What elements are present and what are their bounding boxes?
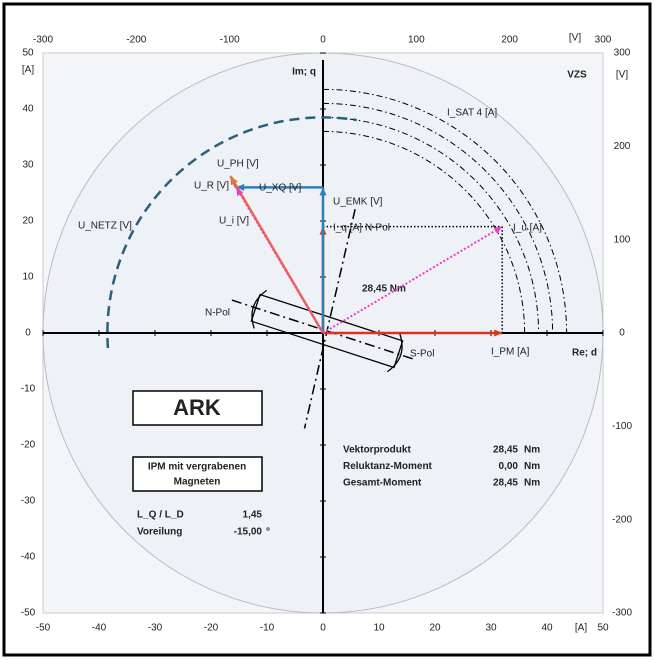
title-box [132, 390, 263, 426]
x-tick-label: -50 [36, 623, 51, 634]
x-tick-label: 50 [597, 623, 609, 634]
y-tick-label: 30 [22, 160, 34, 171]
x2-tick-label: 200 [501, 35, 518, 46]
x2-tick-label: 0 [320, 35, 326, 46]
param-name: L_Q / L_D [137, 510, 184, 521]
result-value: 28,45 [493, 445, 518, 456]
saturation-arc [322, 88, 568, 334]
y-unit: [A] [22, 65, 34, 76]
vector-label: I_PM [A] [491, 347, 530, 358]
panel-subtitle: Magneten [174, 477, 221, 488]
vector-label: U_R [V] [194, 181, 229, 192]
pole-n [251, 289, 267, 329]
y2-tick-label: 0 [619, 328, 625, 339]
result-unit: Nm [524, 461, 540, 472]
netz-label: U_NETZ [V] [78, 221, 132, 232]
torque-label: 28,45 Nm [362, 284, 406, 295]
y-tick-label: -20 [21, 440, 36, 451]
saturation-arc [322, 102, 554, 334]
x-tick-label: -30 [148, 623, 163, 634]
y-tick-label: -30 [21, 496, 36, 507]
x-tick-label: 0 [320, 623, 326, 634]
s-pole-label: S-Pol [410, 349, 434, 360]
x-tick-label: -10 [260, 623, 275, 634]
y-tick-label: 50 [22, 48, 34, 59]
saturation-label: I_SAT 4 [A] [447, 108, 497, 119]
rotor-q-axis [303, 209, 356, 429]
vector-label: U_PH [V] [217, 159, 259, 170]
y2-tick-label: -100 [612, 421, 632, 432]
x2-tick-label: -200 [126, 35, 146, 46]
y-tick-label: 10 [22, 272, 34, 283]
y2-unit: [V] [616, 70, 628, 81]
x-tick-label: -40 [92, 623, 107, 634]
y-tick-label: 40 [22, 104, 34, 115]
subtitle-box [132, 456, 263, 492]
netz-arc [106, 116, 357, 349]
result-unit: Nm [524, 445, 540, 456]
arrow-head [493, 226, 503, 234]
x-tick-label: 20 [429, 623, 441, 634]
y2-tick-label: -300 [612, 608, 632, 619]
x2-tick-label: -300 [33, 35, 53, 46]
arrow-head [236, 183, 245, 191]
x-tick-label: 40 [541, 623, 553, 634]
x-tick-label: 30 [485, 623, 497, 634]
y-tick-label: 0 [25, 328, 31, 339]
vector [235, 186, 324, 334]
x2-tick-label: 300 [595, 35, 612, 46]
result-name: Gesamt-Moment [343, 478, 422, 489]
vector-label: U_XQ [V] [259, 183, 301, 194]
arrow-head [319, 187, 327, 196]
result-value: 28,45 [493, 478, 518, 489]
param-value: -15,00 [234, 527, 263, 538]
y-axis-label: Im; q [292, 67, 316, 78]
y-tick-label: 20 [22, 216, 34, 227]
q-pole-label: N-Pol [365, 223, 390, 234]
x-unit: [A] [575, 623, 587, 634]
vector [229, 175, 325, 334]
param-name: Voreilung [137, 527, 182, 538]
y2-tick-label: 200 [614, 141, 631, 152]
x-tick-label: 10 [373, 623, 385, 634]
corner-label: VZS [567, 70, 587, 81]
pole-s [387, 333, 403, 373]
vector-label: I_q [A] [333, 223, 362, 234]
panel-title: ARK [173, 395, 221, 420]
vector-label: U_EMK [V] [333, 197, 383, 208]
x-axis-label: Re; d [572, 348, 597, 359]
vector [322, 225, 503, 334]
arrow-head [494, 329, 503, 337]
param-value: 1,45 [243, 510, 263, 521]
result-name: Vektorprodukt [343, 445, 411, 456]
n-pole-label: N-Pol [205, 308, 230, 319]
x2-tick-label: 100 [408, 35, 425, 46]
x2-tick-label: -100 [220, 35, 240, 46]
y2-tick-label: 100 [614, 234, 631, 245]
y-tick-label: -50 [21, 608, 36, 619]
vector-label: I_u [A] [513, 223, 542, 234]
y-tick-label: -40 [21, 552, 36, 563]
result-name: Reluktanz-Moment [343, 461, 433, 472]
y2-tick-label: -200 [612, 514, 632, 525]
result-value: 0,00 [499, 461, 519, 472]
y-tick-label: -10 [21, 384, 36, 395]
saturation-arc [322, 130, 526, 334]
x2-unit: [V] [569, 33, 581, 44]
param-unit: ° [266, 527, 270, 538]
arrow-head [230, 176, 238, 185]
result-unit: Nm [524, 478, 540, 489]
x-tick-label: -20 [204, 623, 219, 634]
panel-subtitle: IPM mit vergrabenen [148, 462, 246, 473]
y2-tick-label: 300 [614, 48, 631, 59]
arrow-head [236, 187, 244, 197]
vector-label: U_i [V] [219, 216, 249, 227]
